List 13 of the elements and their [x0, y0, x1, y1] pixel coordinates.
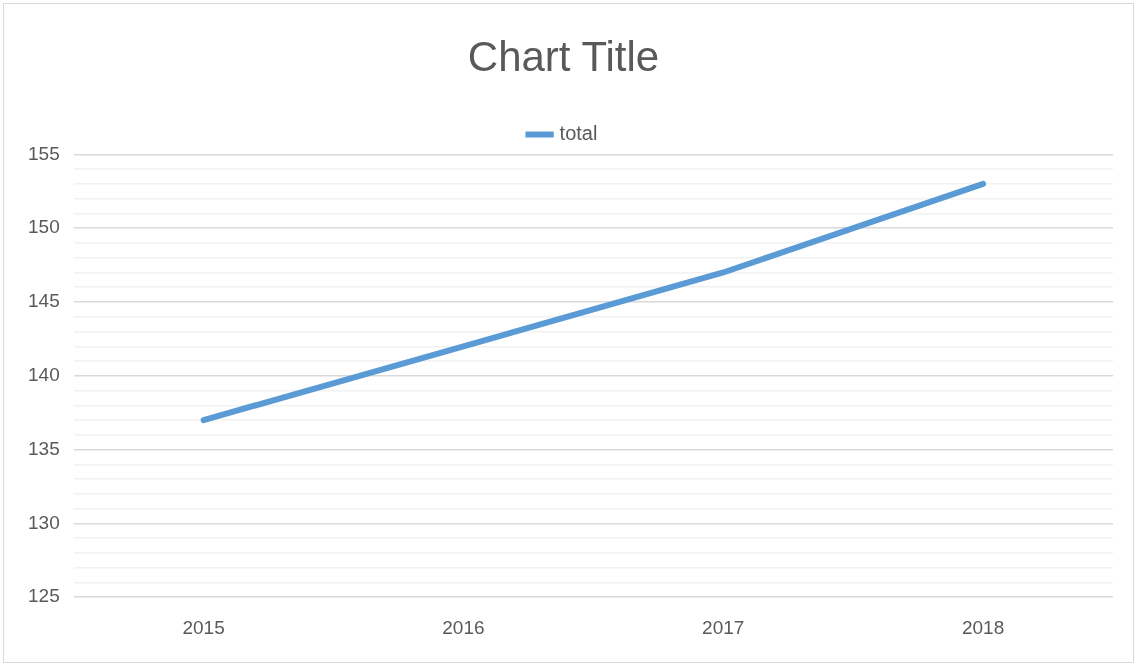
chart-title: Chart Title [467, 32, 660, 80]
x-tick-label: 2018 [961, 616, 1005, 638]
y-tick-label: 125 [28, 585, 60, 607]
y-tick-label: 145 [28, 290, 60, 312]
legend-label: total [559, 121, 598, 144]
x-tick-label: 2016 [442, 616, 485, 638]
y-tick-label: 130 [28, 511, 60, 533]
y-tick-label: 140 [28, 364, 60, 386]
x-tick-label: 2015 [182, 616, 225, 638]
y-tick-label: 155 [28, 142, 60, 164]
x-tick-label: 2017 [702, 616, 745, 638]
y-tick-label: 150 [28, 216, 60, 238]
y-tick-label: 135 [28, 437, 60, 459]
